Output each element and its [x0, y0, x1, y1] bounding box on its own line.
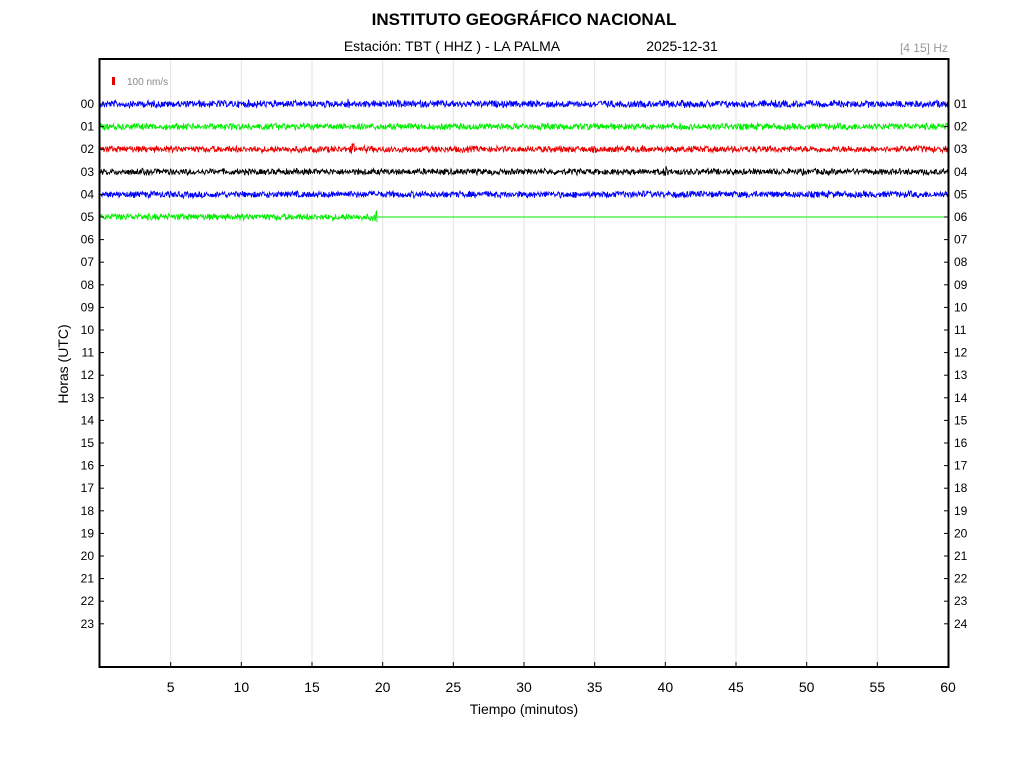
right-hour-label: 09 — [954, 278, 968, 292]
left-hour-labels: 00 01 02 03 04 05 06 07 08 09 10 11 12 13 14 15 16 17 18 19… — [81, 97, 104, 631]
x-tick-label: 10 — [234, 679, 250, 695]
right-hour-label: 18 — [954, 481, 968, 495]
left-hour-label: 01 — [81, 120, 95, 134]
chart-title: INSTITUTO GEOGRÁFICO NACIONAL — [372, 10, 677, 29]
y-axis-label: Horas (UTC) — [55, 324, 71, 403]
right-hour-labels: 01 02 03 04 05 06 07 08 09 10 11 12 13 14 15 16 17 18 19 20… — [944, 97, 968, 631]
x-tick-label: 5 — [167, 679, 175, 695]
right-hour-label: 05 — [954, 187, 968, 201]
seismic-traces — [99, 98, 949, 223]
left-hour-label: 03 — [81, 165, 95, 179]
scale-bar-label: 100 nm/s — [127, 77, 168, 88]
left-hour-label: 13 — [81, 391, 95, 405]
right-hour-label: 08 — [954, 255, 968, 269]
date-label: 2025-12-31 — [646, 38, 718, 54]
left-hour-label: 23 — [81, 617, 95, 631]
right-hour-label: 15 — [954, 413, 968, 427]
x-axis-label: Tiempo (minutos) — [470, 701, 578, 717]
left-hour-label: 05 — [81, 210, 95, 224]
left-hour-label: 11 — [82, 346, 95, 360]
right-hour-label: 20 — [954, 526, 968, 540]
right-hour-label: 04 — [954, 165, 968, 179]
filter-label: [4 15] Hz — [900, 41, 948, 55]
right-hour-label: 16 — [954, 436, 968, 450]
right-hour-label: 10 — [954, 300, 968, 314]
trace-hour-00 — [99, 98, 949, 109]
trace-hour-02 — [99, 142, 949, 155]
trace-hour-05 — [99, 210, 378, 223]
right-hour-label: 24 — [954, 617, 968, 631]
left-hour-label: 14 — [81, 413, 95, 427]
x-tick-label: 30 — [516, 679, 532, 695]
left-hour-label: 22 — [81, 594, 95, 608]
scale-bar: 100 nm/s — [112, 77, 168, 88]
station-label: Estación: TBT ( HHZ ) - LA PALMA — [344, 38, 561, 54]
right-hour-label: 14 — [954, 391, 968, 405]
right-hour-label: 11 — [954, 323, 967, 337]
left-hour-label: 15 — [81, 436, 95, 450]
right-hour-label: 07 — [954, 233, 968, 247]
x-tick-label: 55 — [870, 679, 886, 695]
left-hour-label: 02 — [81, 142, 95, 156]
right-hour-label: 19 — [954, 504, 968, 518]
right-hour-label: 13 — [954, 368, 968, 382]
right-hour-label: 21 — [954, 549, 968, 563]
left-hour-label: 07 — [81, 255, 95, 269]
left-hour-label: 12 — [81, 368, 95, 382]
left-hour-label: 09 — [81, 300, 95, 314]
right-hour-label: 23 — [954, 594, 968, 608]
right-hour-label: 03 — [954, 142, 968, 156]
right-hour-label: 22 — [954, 572, 968, 586]
grid-lines — [170, 59, 878, 667]
right-hour-label: 02 — [954, 120, 968, 134]
x-tick-label: 35 — [587, 679, 603, 695]
x-axis-ticks: 5 10 15 20 25 30 35 40 45 50 55 60 — [167, 662, 956, 695]
trace-hour-04 — [99, 189, 949, 200]
left-hour-label: 18 — [81, 504, 95, 518]
right-hour-label: 12 — [954, 346, 968, 360]
left-hour-label: 19 — [81, 526, 95, 540]
x-tick-label: 45 — [728, 679, 744, 695]
x-tick-label: 40 — [658, 679, 674, 695]
left-hour-label: 21 — [81, 572, 95, 586]
scale-bar-mark — [112, 77, 115, 85]
right-hour-label: 17 — [954, 459, 968, 473]
left-hour-label: 10 — [81, 323, 95, 337]
trace-hour-03 — [99, 166, 949, 177]
left-hour-label: 00 — [81, 97, 95, 111]
right-hour-label: 01 — [954, 97, 968, 111]
left-hour-label: 04 — [81, 187, 95, 201]
right-hour-label: 06 — [954, 210, 968, 224]
left-hour-label: 08 — [81, 278, 95, 292]
trace-hour-01 — [99, 121, 948, 132]
left-hour-label: 17 — [81, 481, 95, 495]
x-tick-label: 60 — [940, 679, 956, 695]
left-hour-label: 06 — [81, 233, 95, 247]
x-tick-label: 50 — [799, 679, 815, 695]
left-hour-label: 16 — [81, 459, 95, 473]
left-hour-label: 20 — [81, 549, 95, 563]
x-tick-label: 20 — [375, 679, 391, 695]
x-tick-label: 25 — [446, 679, 462, 695]
x-tick-label: 15 — [304, 679, 320, 695]
